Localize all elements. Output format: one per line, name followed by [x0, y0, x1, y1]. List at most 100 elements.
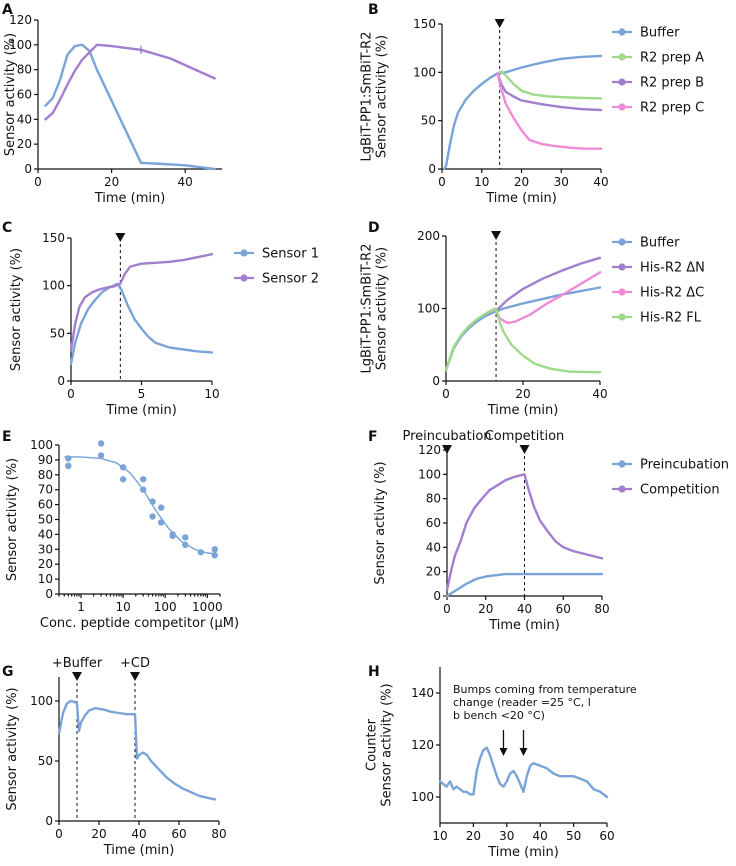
panel-h-y-label: Sensor activity (%): [380, 683, 395, 806]
panel-h-y-tick-label: 140: [411, 686, 434, 700]
panel-a-series-line: [44, 43, 216, 121]
panel-a-x-label: Time (min): [94, 191, 166, 206]
panel-e-x-tick-label: 1: [77, 600, 85, 614]
panel-c-series-line: [69, 282, 214, 365]
panel-e-y-tick-label: 40: [38, 527, 53, 541]
panel-f-legend-marker: [618, 460, 626, 468]
panel-a-x-tick-label: 0: [34, 175, 42, 189]
panel-e-y-tick-label: 30: [38, 542, 53, 556]
panel-e-data-point: [149, 513, 156, 520]
panel-c-series-line: [69, 253, 214, 352]
panel-b-legend-item: R2 prep B: [612, 76, 704, 91]
panel-h: H 10 20 30 40 50 60 100 120 140 Time (min) Counter S…: [365, 664, 637, 860]
panel-f-x-tick-label: 40: [517, 602, 532, 616]
panel-f-series-line: [445, 473, 604, 592]
panel-e-data-point: [97, 452, 105, 459]
panel-g-y-tick-label: 100: [30, 694, 53, 708]
panel-a: A 0 20 40 0 20 40 60 80 100 120 Time (min) Sensor ac…: [2, 2, 222, 206]
panel-a-y-label: Sensor activity (%): [3, 33, 18, 156]
panel-c-x-tick-label: 5: [138, 387, 146, 401]
panel-g-marker-triangle: [72, 672, 82, 681]
panel-b-marker-triangle: [494, 19, 505, 28]
panel-f-y-tick-label: 0: [433, 589, 441, 603]
panel-f: F 0 20 40 60 80 0 20 40 60 80 100 120 Time (min) Senso…: [368, 429, 729, 633]
panel-a-series-line: [44, 43, 216, 171]
panel-b-legend-marker: [618, 28, 626, 36]
panel-g-letter: G: [2, 664, 14, 680]
panel-e-y-tick-label: 50: [38, 513, 53, 527]
panel-c-x-tick-label: 10: [204, 387, 219, 401]
panel-d-y-tick-label: 100: [417, 302, 440, 316]
panel-f-legend-label: Preincubation: [640, 458, 729, 473]
panel-b-series-line: [496, 70, 603, 100]
panel-b-series-line: [442, 54, 603, 171]
panel-e-x-label: Conc. peptide competitor (μM): [40, 616, 239, 631]
panel-b-legend-item: Buffer: [612, 26, 680, 41]
panel-b-y-tick-label: 150: [413, 17, 436, 31]
panel-g-x-tick-label: 20: [91, 827, 106, 841]
panel-f-x-tick-label: 80: [594, 602, 609, 616]
panel-e-data-point: [182, 541, 189, 549]
panel-f-marker-label: Competition: [485, 429, 565, 444]
panel-e-y-label: Sensor activity (%): [5, 458, 20, 581]
panel-d-x-label: Time (min): [487, 403, 559, 418]
panel-b-legend-item: R2 prep C: [612, 101, 704, 116]
panel-a-y-tick-label: 20: [17, 137, 32, 151]
panel-g-y-tick-label: 0: [45, 814, 53, 828]
panel-e-data-point: [157, 504, 165, 511]
panel-f-marker-triangle: [519, 445, 530, 454]
panel-f-marker-label: Preincubation: [402, 429, 491, 444]
panel-g-y-tick-label: 50: [38, 754, 53, 768]
panel-e-data-point: [182, 534, 189, 541]
panel-e-y-tick-label: 70: [38, 483, 53, 497]
panel-e-data-point: [119, 464, 127, 471]
panel-c-x-label: Time (min): [105, 403, 177, 418]
panel-e-y-tick-label: 80: [38, 468, 53, 482]
panel-c-legend-item: Sensor 1: [234, 247, 319, 262]
panel-f-legend-item: Competition: [612, 483, 720, 498]
panel-e-x-tick-label: 100: [154, 600, 177, 614]
panel-a-y-tick-label: 80: [17, 63, 32, 77]
panel-d-legend-label: His-R2 ΔC: [640, 286, 704, 301]
panel-d-legend-label: His-R2 ΔN: [640, 261, 705, 276]
panel-b-legend-label: R2 prep A: [640, 51, 704, 66]
panel-b-legend-label: R2 prep B: [640, 76, 704, 91]
panel-c-y-tick-label: 100: [42, 279, 65, 293]
panel-b-legend-marker: [618, 53, 626, 61]
panel-c-legend-label: Sensor 2: [262, 272, 319, 287]
panel-e-data-point: [97, 440, 105, 447]
panel-c-legend-item: Sensor 2: [234, 272, 319, 287]
panel-b: B 0 10 20 30 40 0 50 100 150 Time (min) LgBiT-PP1:S…: [360, 2, 705, 206]
panel-f-letter: F: [368, 429, 378, 445]
panel-c-legend-marker: [240, 274, 248, 282]
panel-e-y-tick-label: 60: [38, 498, 53, 512]
panel-d-legend-item: His-R2 FL: [612, 311, 702, 326]
panel-b-x-tick-label: 40: [593, 175, 608, 189]
panel-d-y-tick-label: 200: [417, 229, 440, 243]
panel-h-annotation-line: Bumps coming from temperature: [453, 683, 637, 696]
panel-g-marker-label: +CD: [120, 656, 150, 671]
panel-d-legend-label: His-R2 FL: [640, 311, 702, 326]
panel-d-x-tick-label: 40: [592, 387, 607, 401]
panel-b-legend-label: R2 prep C: [640, 101, 704, 116]
panel-d-series-line: [494, 256, 602, 313]
panel-c-legend-marker: [240, 249, 248, 257]
panel-h-x-tick-label: 20: [466, 829, 481, 843]
panel-b-x-tick-label: 0: [438, 175, 446, 189]
panel-f-y-tick-label: 20: [426, 565, 441, 579]
panel-a-letter: A: [2, 2, 13, 18]
panel-d-legend-item: His-R2 ΔC: [612, 286, 704, 301]
panel-b-y-label: LgBiT-PP1:SmBiT-R2: [360, 32, 375, 162]
panel-e-data-point: [119, 476, 127, 483]
panel-g: G 0 20 40 60 80 0 50 100 Time (min) Sensor activit…: [2, 656, 227, 858]
panel-d-y-label: Sensor activity (%): [375, 247, 390, 370]
panel-f-y-label: Sensor activity (%): [373, 461, 388, 584]
panel-b-x-tick-label: 30: [554, 175, 569, 189]
panel-b-series-line: [496, 72, 603, 112]
panel-b-legend-marker: [618, 103, 626, 111]
panel-d-legend-item: Buffer: [612, 236, 680, 251]
panel-f-series-line: [445, 572, 604, 598]
panel-h-y-tick-label: 100: [411, 790, 434, 804]
panel-e-y-tick-label: 0: [45, 587, 53, 601]
